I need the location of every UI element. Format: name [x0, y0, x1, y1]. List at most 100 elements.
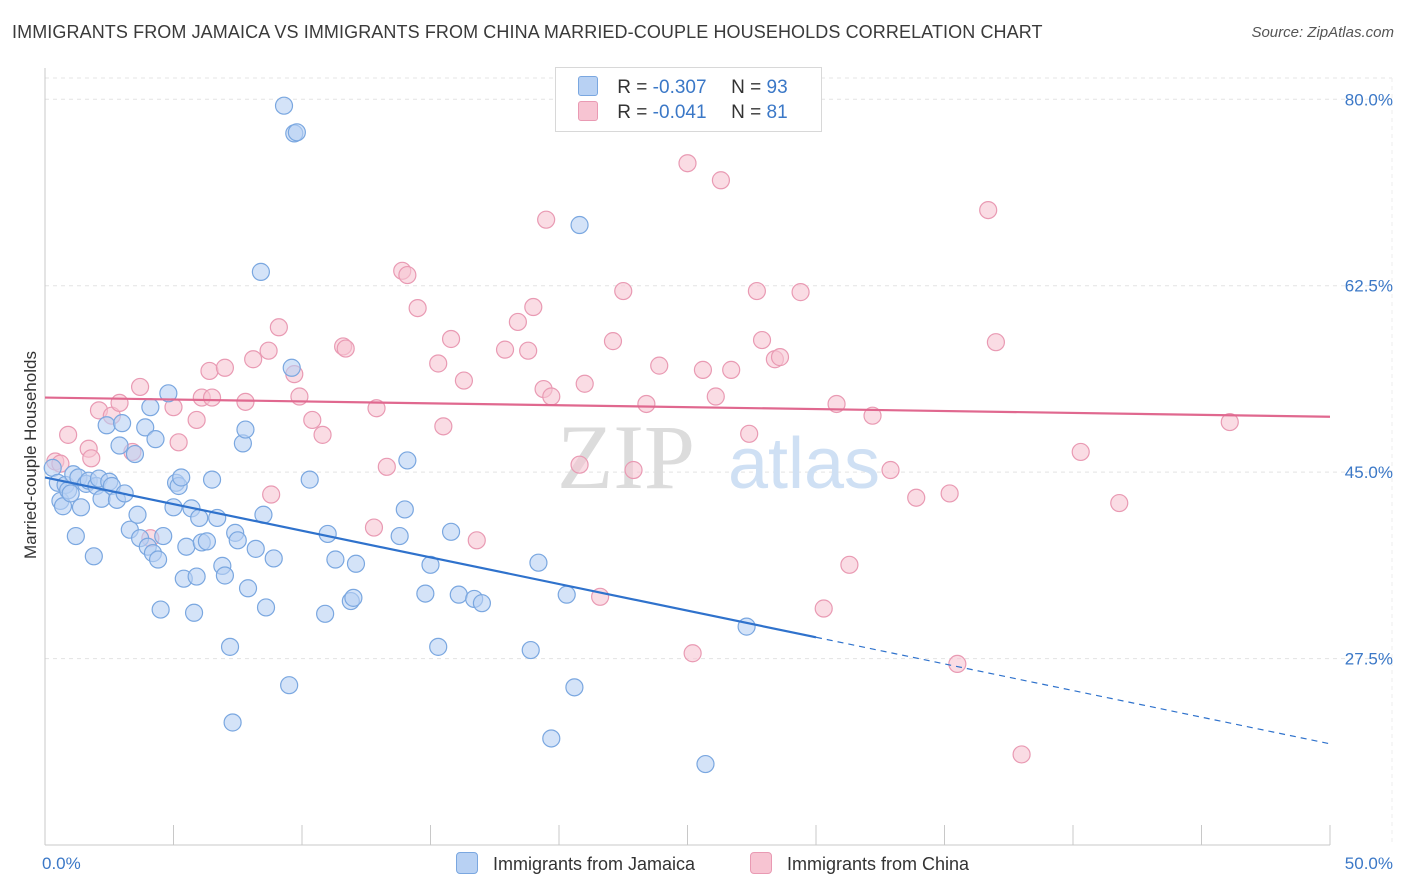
jamaica-point [557, 585, 576, 604]
china-point [979, 200, 998, 220]
jamaica-point [449, 585, 468, 604]
china-point [110, 393, 129, 413]
legend-r-value: -0.041 [652, 102, 707, 123]
jamaica-point [66, 526, 85, 546]
china-point [603, 332, 623, 351]
jamaica-point [146, 430, 165, 449]
jamaica-point [61, 484, 80, 503]
china-point [881, 460, 900, 480]
china-point [82, 449, 101, 468]
jamaica-point [148, 550, 168, 569]
jamaica-point [344, 588, 363, 607]
jamaica-swatch [578, 76, 598, 96]
watermark: ZIP atlas [557, 406, 880, 508]
china-point [770, 348, 790, 367]
jamaica-point [441, 522, 461, 541]
jamaica-point [190, 508, 209, 528]
jamaica-point [416, 584, 435, 603]
china-point [262, 485, 281, 504]
china-point [791, 283, 810, 302]
jamaica-trend-extension [815, 636, 1331, 745]
china-point [187, 410, 206, 430]
china-point [434, 417, 453, 436]
china-legend-swatch [750, 852, 772, 874]
china-point [637, 394, 656, 414]
tick-labels: 80.0% 62.5% 45.0% 27.5% 0.0% 50.0% [42, 90, 1393, 873]
y-tick-label: 80.0% [1345, 90, 1393, 109]
jamaica-point [256, 598, 276, 617]
bottom-legend-china-label: Immigrants from China [787, 854, 970, 874]
jamaica-point [97, 416, 116, 435]
china-point [1071, 442, 1090, 462]
legend-n-label: N = [731, 77, 762, 98]
china-point [537, 210, 556, 229]
china-point [683, 644, 702, 663]
jamaica-point [202, 470, 222, 489]
jamaica-point [280, 676, 299, 695]
china-point [711, 171, 731, 190]
china-point [693, 360, 713, 379]
x-tick-label-max: 50.0% [1345, 854, 1393, 873]
jamaica-point [125, 444, 145, 464]
source-label: Source: ZipAtlas.com [1251, 24, 1394, 41]
china-point [130, 377, 150, 397]
jamaica-point [110, 436, 129, 455]
y-tick-label: 27.5% [1345, 650, 1393, 669]
china-point [575, 374, 594, 393]
china-point [614, 281, 633, 301]
china-point [429, 354, 448, 373]
china-swatch [578, 101, 598, 121]
china-point [814, 599, 833, 618]
jamaica-point [197, 532, 217, 551]
jamaica-point [287, 123, 306, 142]
china-point [907, 488, 926, 507]
jamaica-point [390, 526, 409, 546]
jamaica-point [223, 713, 242, 732]
jamaica-point [521, 640, 540, 660]
china-point [303, 410, 322, 430]
jamaica-point [228, 531, 247, 550]
jamaica-point [159, 384, 178, 403]
jamaica-point [316, 604, 335, 623]
jamaica-point [326, 550, 345, 569]
jamaica-point [112, 414, 132, 433]
jamaica-point [529, 553, 548, 572]
jamaica-point [251, 262, 270, 281]
jamaica-point [282, 358, 301, 377]
china-point [495, 340, 515, 359]
jamaica-point [398, 451, 417, 470]
jamaica-point [184, 603, 204, 622]
china-point [940, 484, 959, 503]
chart-title: IMMIGRANTS FROM JAMAICA VS IMMIGRANTS FR… [12, 22, 1043, 42]
china-point [200, 361, 219, 381]
china-point [59, 425, 78, 444]
china-point [364, 518, 384, 537]
axes [44, 68, 1331, 846]
legend-r-label: R = [617, 102, 648, 123]
correlation-legend: R = -0.307 N = 93 R = -0.041 N = 81 [555, 67, 822, 132]
jamaica-legend-swatch [456, 852, 478, 874]
bottom-legend-china: Immigrants from China [750, 852, 969, 875]
china-point [367, 399, 386, 418]
china-point [519, 341, 538, 360]
jamaica-point [346, 554, 366, 573]
trend-lines [44, 396, 1331, 745]
jamaica-point [164, 498, 183, 517]
china-trend-line [44, 396, 1331, 418]
china-point [1110, 493, 1129, 513]
y-axis-label: Married-couple Households [21, 351, 40, 559]
jamaica-point [128, 505, 147, 524]
legend-n-value: 81 [766, 102, 788, 123]
jamaica-point [565, 678, 584, 697]
china-point [986, 333, 1006, 352]
jamaica-point [177, 537, 196, 556]
jamaica-point [172, 468, 191, 487]
jamaica-point [215, 566, 234, 585]
y-tick-label: 45.0% [1345, 463, 1393, 482]
bottom-legend-jamaica: Immigrants from Jamaica [456, 852, 695, 875]
china-point [706, 387, 725, 406]
china-point [542, 387, 561, 406]
jamaica-point [71, 498, 91, 517]
china-point [408, 299, 427, 318]
